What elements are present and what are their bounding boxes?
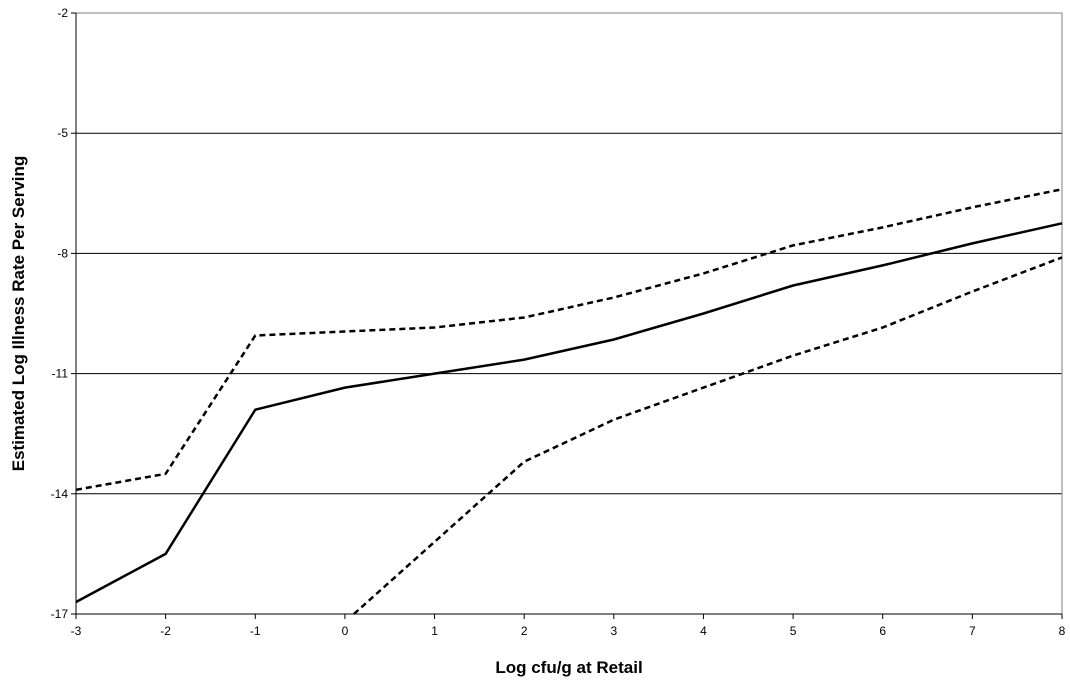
y-tick-label: -5 — [57, 126, 68, 140]
x-tick-label: 5 — [790, 624, 797, 638]
x-tick-label: 7 — [969, 624, 976, 638]
x-tick-label: 1 — [431, 624, 438, 638]
y-tick-label: -8 — [57, 246, 68, 260]
y-tick-label: -11 — [52, 367, 69, 381]
series-line-bound-1 — [75, 188, 1063, 492]
series-line-bound-2 — [353, 256, 1063, 615]
x-tick-labels: -3 -2 -1 0 1 2 3 4 5 6 7 8 — [71, 624, 1066, 638]
y-tick-label: -2 — [57, 6, 68, 20]
series-lines — [75, 188, 1063, 615]
x-tick-label: -1 — [250, 624, 261, 638]
y-tick-label: -17 — [51, 607, 69, 621]
x-tick-label: -2 — [160, 624, 171, 638]
axes — [71, 12, 1063, 619]
y-tick-label: -14 — [51, 487, 69, 501]
x-tick-label: 3 — [610, 624, 617, 638]
y-tick-labels: -17 -14 -11 -8 -5 -2 — [51, 6, 69, 621]
y-axis-title: Estimated Log Illness Rate Per Serving — [9, 156, 28, 472]
x-tick-label: 4 — [700, 624, 707, 638]
x-tick-label: 8 — [1059, 624, 1066, 638]
x-axis-title: Log cfu/g at Retail — [495, 658, 642, 677]
x-tick-label: 6 — [879, 624, 886, 638]
x-tick-label: 0 — [342, 624, 349, 638]
x-tick-label: 2 — [521, 624, 528, 638]
x-tick-label: -3 — [71, 624, 82, 638]
gridlines — [76, 132, 1062, 495]
plot-area-frame — [75, 12, 1063, 615]
series-line-estimate — [75, 222, 1063, 604]
